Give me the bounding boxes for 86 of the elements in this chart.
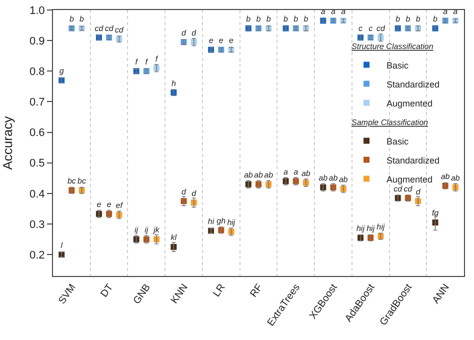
y-tick-label: 1.0 <box>30 4 45 17</box>
data-label: g <box>59 66 64 76</box>
data-label: ab <box>254 170 264 180</box>
data-label: f <box>145 57 148 66</box>
data-label: d <box>182 187 187 196</box>
data-label: ab <box>318 174 328 183</box>
data-label: d <box>182 28 187 38</box>
data-label: l <box>60 240 63 250</box>
data-label: hij <box>356 224 365 234</box>
data-label: jk <box>152 226 160 235</box>
data-label: cd <box>376 24 386 33</box>
data-label: b <box>396 14 401 24</box>
y-axis-title: Accuracy <box>0 116 15 170</box>
data-label: kl <box>170 233 177 242</box>
data-label: cd <box>394 184 403 194</box>
data-label: e <box>228 36 234 45</box>
legend-label: Basic <box>386 136 410 146</box>
data-label: cd <box>104 24 114 33</box>
data-label: cd <box>404 184 413 194</box>
y-tick-label: 0.3 <box>30 218 45 231</box>
text: Sample Classification <box>352 118 428 127</box>
data-label: a <box>294 167 299 176</box>
data-label: ij <box>134 226 138 235</box>
data-label: ab <box>264 170 274 180</box>
data-label: hij <box>366 224 375 234</box>
data-label: b <box>284 14 289 24</box>
y-tick-label: 0.9 <box>30 35 45 48</box>
data-label: bc <box>78 176 86 186</box>
y-tick-label: 0.2 <box>30 249 45 262</box>
data-label: a <box>320 6 326 16</box>
data-label: f <box>135 57 138 66</box>
data-label: b <box>246 14 252 24</box>
data-label: a <box>341 6 346 16</box>
y-tick-label: 0.7 <box>30 96 45 109</box>
data-label: ab <box>450 174 460 183</box>
y-tick-label: 0.5 <box>30 158 45 170</box>
data-label: d <box>192 188 197 198</box>
data-label: d <box>192 28 197 38</box>
data-label: a <box>443 6 448 16</box>
data-label: hij <box>227 218 236 227</box>
data-label: c <box>358 24 362 33</box>
data-label: gh <box>216 216 226 226</box>
data-label: b <box>80 14 85 24</box>
data-label: f <box>155 54 158 64</box>
data-label: e <box>208 36 214 45</box>
data-label: b <box>266 14 272 24</box>
data-label: ab <box>338 175 348 184</box>
x-tick-label: LR <box>211 282 228 300</box>
data-label: ab <box>440 172 450 182</box>
legend-label: Standardized <box>386 79 440 90</box>
data-label: a <box>453 6 458 16</box>
data-label: b <box>416 14 421 24</box>
data-label: a <box>284 167 289 176</box>
legend-label: Augmented <box>386 98 433 108</box>
legend-label: Basic <box>386 60 410 70</box>
data-label: hi <box>208 217 214 226</box>
data-label: hij <box>376 222 385 232</box>
x-tick-label: RF <box>248 282 266 300</box>
legend-label: Standardized <box>386 155 440 166</box>
data-label: e <box>218 36 224 45</box>
data-label: ab <box>244 170 254 180</box>
data-label: h <box>171 78 176 88</box>
data-label: ab <box>328 174 338 183</box>
data-label: cd <box>114 25 124 34</box>
legend-label: Augmented <box>386 174 433 184</box>
x-tick-label: DT <box>98 282 116 300</box>
y-tick-label: 0.4 <box>30 188 45 200</box>
data-label: e <box>106 200 112 210</box>
data-label: ab <box>301 169 311 178</box>
data-label: c <box>368 24 373 33</box>
data-label: ij <box>144 226 148 235</box>
data-label: b <box>294 14 299 24</box>
data-label: bc <box>67 176 76 186</box>
data-label: a <box>331 6 336 16</box>
data-label: e <box>96 200 102 210</box>
data-label: b <box>433 14 438 24</box>
data-label: b <box>69 14 74 24</box>
data-label: d <box>416 187 421 196</box>
data-label: b <box>304 14 309 24</box>
data-label: ef <box>116 201 124 210</box>
text: Structure Classification <box>352 42 434 51</box>
data-label: b <box>256 14 262 24</box>
y-tick-label: 0.6 <box>30 127 45 140</box>
data-label: cd <box>94 24 104 33</box>
y-tick-label: 0.8 <box>30 66 45 78</box>
data-label: b <box>406 14 411 24</box>
